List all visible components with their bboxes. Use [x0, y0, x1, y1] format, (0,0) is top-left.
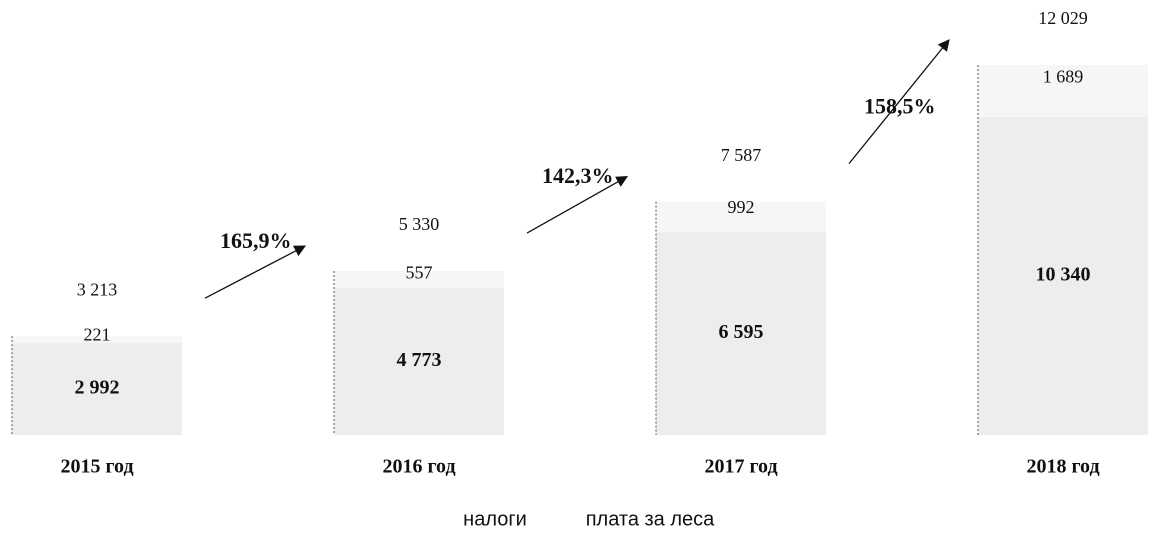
bar-segment — [334, 288, 504, 435]
value-label: 4 773 — [397, 349, 442, 371]
bar-segment — [334, 271, 504, 289]
value-label: 557 — [406, 262, 433, 282]
total-label: 12 029 — [1038, 8, 1088, 28]
growth-arrow — [848, 39, 950, 165]
bar-segment — [978, 116, 1148, 435]
bar-segment — [656, 201, 826, 233]
total-label: 5 330 — [399, 214, 440, 234]
value-label: 10 340 — [1036, 264, 1091, 286]
growth-label: 142,3% — [542, 163, 614, 188]
x-tick-label: 2015 год — [60, 456, 133, 478]
bar-segment — [12, 336, 182, 343]
x-tick-label: 2016 год — [382, 456, 455, 478]
legend-label: плата за леса — [586, 508, 715, 530]
bar-segment — [656, 232, 826, 435]
growth-arrow — [204, 245, 307, 299]
growth-arrow — [526, 176, 629, 234]
value-label: 6 595 — [719, 321, 764, 343]
bar-segment — [978, 65, 1148, 117]
value-label: 1 689 — [1043, 67, 1084, 87]
total-label: 7 587 — [721, 145, 762, 165]
legend-label: налоги — [463, 508, 527, 530]
value-label: 992 — [728, 197, 755, 217]
value-label: 2 992 — [75, 377, 120, 399]
x-tick-label: 2018 год — [1026, 456, 1099, 478]
x-tick-label: 2017 год — [704, 456, 777, 478]
bar-segment — [12, 342, 182, 435]
growth-label: 165,9% — [220, 228, 292, 253]
value-label: 221 — [84, 324, 111, 344]
total-label: 3 213 — [77, 279, 118, 299]
growth-label: 158,5% — [864, 94, 936, 119]
